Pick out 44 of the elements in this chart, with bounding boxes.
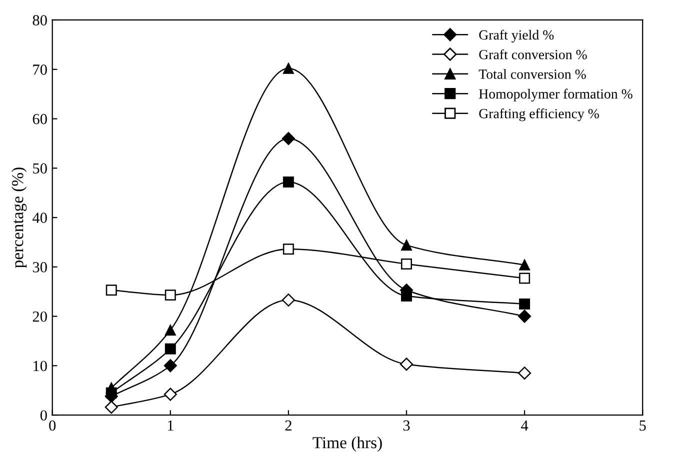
point [519,272,530,284]
point [518,310,532,323]
point [106,284,117,296]
point [164,343,176,354]
y-tick-label: 10 [34,360,47,372]
y-tick-label: 80 [32,15,47,26]
y-axis-title: percentage (%) [12,168,27,268]
legend-label: Graft yield % [479,30,554,42]
y-tick-label: 20 [32,311,47,322]
x-tick-label: 0 [49,420,56,431]
point [282,132,295,146]
x-tick-label: 5 [640,420,646,431]
point [518,366,532,380]
y-tick-label: 40 [32,212,47,223]
point [104,400,118,414]
legend-label: Grafting efficiency % [479,108,599,122]
legend-label: Total conversion % [478,69,586,79]
x-tick-label: 2 [285,420,292,431]
point [164,359,177,372]
y-tick-label: 0 [40,410,47,421]
point [164,290,176,301]
point [519,259,530,270]
x-tick-label: 4 [521,420,528,431]
point [401,290,412,302]
x-tick-label: 3 [403,420,410,431]
point [282,293,295,307]
legend-label: Graft conversion % [479,49,587,60]
point [401,240,412,251]
point [106,387,117,398]
point [164,324,176,336]
point [282,62,294,74]
y-tick-label: 30 [32,262,47,272]
y-tick-label: 50 [33,163,47,174]
x-tick-label: 1 [168,420,174,431]
point [401,258,412,270]
legend-label: Homopolymer formation % [478,88,632,102]
point [282,244,294,255]
point [400,358,414,371]
x-axis-title: Time (hrs) [312,436,382,452]
y-tick-label: 70 [33,64,47,75]
point [519,298,530,310]
point [282,176,294,188]
y-tick-label: 60 [32,114,47,124]
point [164,388,177,401]
